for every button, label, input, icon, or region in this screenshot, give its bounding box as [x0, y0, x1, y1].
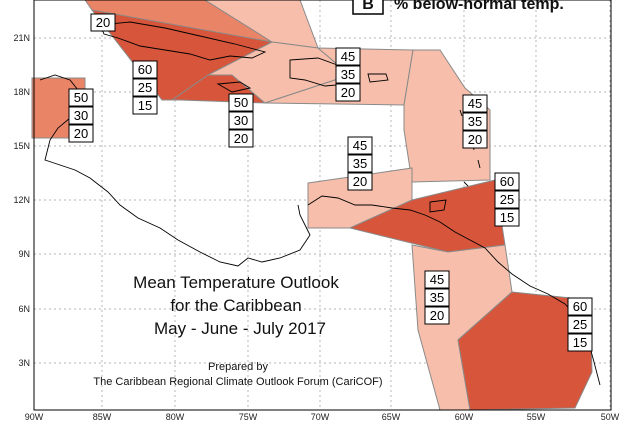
legend: B % below-normal temp.	[352, 0, 564, 15]
prob-box-cuba-cayman: 60 25 15	[132, 60, 158, 115]
x-tick-label: 50W	[601, 412, 620, 422]
prob-value: 15	[138, 98, 152, 113]
y-tick-label: 18N	[13, 87, 30, 97]
prob-box-hispaniola-puerto-rico: 45 35 20	[335, 47, 361, 102]
prob-value: 45	[468, 96, 482, 111]
x-tick-label: 90W	[25, 412, 44, 422]
x-axis-ticks: 90W 85W 80W 75W 70W 65W 60W 55W 50W	[25, 412, 620, 422]
credit-line-1: Prepared by	[208, 361, 268, 373]
prob-box-belize-yucatan: 50 30 20	[68, 88, 94, 143]
prob-cell	[494, 190, 520, 209]
prob-value: 30	[234, 113, 248, 128]
x-tick-label: 65W	[382, 412, 401, 422]
y-tick-label: 3N	[18, 358, 30, 368]
x-tick-label: 75W	[239, 412, 258, 422]
prob-box-abc-islands: 45 35 20	[347, 136, 373, 191]
prob-cell	[347, 136, 373, 155]
y-tick-label: 15N	[13, 141, 30, 151]
credit: Prepared by The Caribbean Regional Clima…	[93, 361, 382, 388]
prob-value: 50	[74, 90, 88, 105]
y-tick-label: 9N	[18, 249, 30, 259]
prob-value: 30	[74, 108, 88, 123]
title-line-2: for the Caribbean	[170, 296, 301, 315]
prob-cell	[424, 288, 450, 307]
prob-value: 20	[353, 174, 367, 189]
prob-cell	[462, 112, 488, 131]
prob-value: 20	[430, 308, 444, 323]
prob-value: 25	[573, 317, 587, 332]
prob-value: 50	[234, 95, 248, 110]
prob-value: 20	[234, 131, 248, 146]
prob-cell	[68, 106, 94, 125]
prob-cell	[567, 315, 593, 334]
prob-value: 60	[138, 62, 152, 77]
x-tick-label: 70W	[311, 412, 330, 422]
x-tick-label: 85W	[93, 412, 112, 422]
y-axis-ticks: 21N 18N 15N 12N 9N 6N 3N	[13, 33, 30, 368]
credit-line-2: The Caribbean Regional Climate Outlook F…	[93, 376, 382, 388]
zone-leeward-islands	[403, 49, 491, 183]
prob-value: 45	[341, 49, 355, 64]
prob-value: 20	[74, 126, 88, 141]
prob-cell	[132, 78, 158, 97]
prob-cell	[132, 96, 158, 115]
prob-cell	[347, 172, 373, 191]
prob-value: 20	[468, 132, 482, 147]
prob-value: 35	[468, 114, 482, 129]
legend-box	[352, 0, 384, 15]
map-title: Mean Temperature Outlook for the Caribbe…	[133, 273, 339, 338]
probability-labels: 20 50 30 20 60 25 15 50 30 20 45 35 20 45 35 20 45 35 20 60…	[68, 13, 593, 352]
prob-box-top-left-partial: 20	[90, 13, 116, 32]
prob-cell	[68, 124, 94, 143]
prob-cell	[228, 111, 254, 130]
prob-value: 25	[138, 80, 152, 95]
prob-cell	[424, 270, 450, 289]
x-tick-label: 60W	[455, 412, 474, 422]
prob-value: 60	[573, 299, 587, 314]
prob-cell	[335, 47, 361, 66]
y-tick-label: 21N	[13, 33, 30, 43]
prob-value: 35	[341, 67, 355, 82]
title-line-3: May - June - July 2017	[154, 319, 326, 338]
y-tick-label: 12N	[13, 195, 30, 205]
prob-cell	[494, 172, 520, 191]
prob-value: 35	[353, 156, 367, 171]
prob-cell	[228, 129, 254, 148]
y-tick-label: 6N	[18, 304, 30, 314]
prob-cell	[90, 13, 116, 32]
prob-value: 60	[500, 174, 514, 189]
prob-cell	[335, 83, 361, 102]
prob-cell	[335, 65, 361, 84]
x-tick-label: 55W	[527, 412, 546, 422]
prob-cell	[68, 88, 94, 107]
legend-letter: B	[362, 0, 374, 13]
prob-cell	[567, 333, 593, 352]
prob-cell	[462, 94, 488, 113]
prob-value: 20	[341, 85, 355, 100]
prob-box-suriname-french-guiana: 60 25 15	[567, 297, 593, 352]
prob-value: 25	[500, 192, 514, 207]
prob-cell	[347, 154, 373, 173]
x-tick-label: 80W	[166, 412, 185, 422]
legend-text: % below-normal temp.	[394, 0, 564, 13]
prob-value: 35	[430, 290, 444, 305]
prob-cell	[567, 297, 593, 316]
prob-cell	[494, 208, 520, 227]
prob-value: 45	[353, 138, 367, 153]
prob-value: 15	[573, 335, 587, 350]
prob-value: 15	[500, 210, 514, 225]
prob-box-leeward-islands: 45 35 20	[462, 94, 488, 149]
prob-cell	[228, 93, 254, 112]
prob-cell	[462, 130, 488, 149]
prob-box-guyana: 45 35 20	[424, 270, 450, 325]
prob-box-jamaica: 50 30 20	[228, 93, 254, 148]
prob-cell	[132, 60, 158, 79]
prob-box-trinidad-windward: 60 25 15	[494, 172, 520, 227]
title-line-1: Mean Temperature Outlook	[133, 273, 339, 292]
prob-cell	[424, 306, 450, 325]
prob-value: 20	[96, 15, 110, 30]
prob-value: 45	[430, 272, 444, 287]
